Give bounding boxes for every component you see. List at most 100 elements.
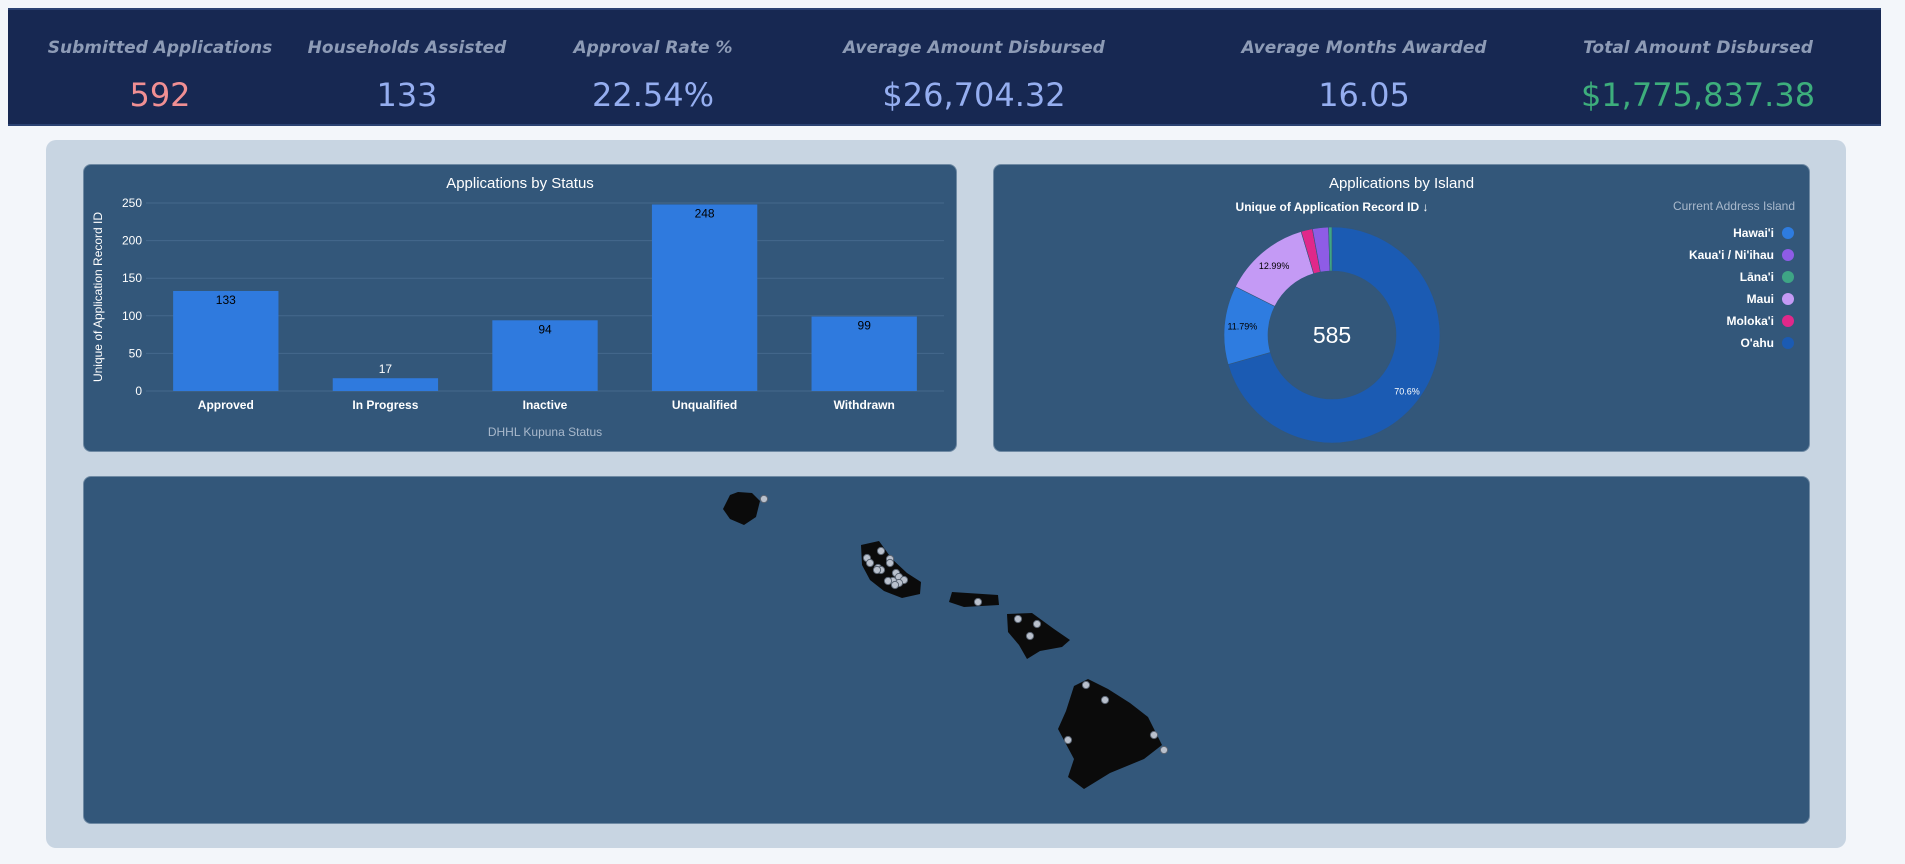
- island-hawaii[interactable]: [1058, 679, 1162, 789]
- status-chart-title: Applications by Status: [446, 175, 594, 192]
- data-label: 133: [216, 293, 236, 307]
- legend-item[interactable]: O'ahu: [1740, 336, 1794, 350]
- data-label: 248: [695, 207, 715, 221]
- x-tick-label: Unqualified: [672, 398, 737, 412]
- map-marker[interactable]: [883, 576, 893, 586]
- legend-swatch: [1782, 227, 1794, 239]
- kpi-label: Households Assisted: [307, 38, 507, 58]
- kpi-0: Submitted Applications 592: [48, 10, 272, 128]
- island-kauai[interactable]: [723, 492, 760, 525]
- kpi-label: Total Amount Disbursed: [1583, 38, 1813, 58]
- legend-label: O'ahu: [1740, 336, 1774, 350]
- y-tick-label: 50: [129, 346, 143, 360]
- legend-swatch: [1782, 249, 1794, 261]
- map-marker[interactable]: [1032, 619, 1042, 629]
- kpi-label: Average Amount Disbursed: [843, 38, 1105, 58]
- island-oahu[interactable]: [861, 541, 921, 598]
- map-marker[interactable]: [759, 494, 769, 504]
- map-marker[interactable]: [1100, 695, 1110, 705]
- y-axis-label: Unique of Application Record ID: [91, 212, 105, 382]
- legend-swatch: [1782, 337, 1794, 349]
- donut-center-total: 585: [1313, 322, 1351, 348]
- map-marker[interactable]: [1013, 614, 1023, 624]
- island-maui[interactable]: [1007, 613, 1070, 659]
- legend-swatch: [1782, 271, 1794, 283]
- map-marker[interactable]: [1063, 735, 1073, 745]
- data-label: 17: [379, 362, 393, 376]
- map-marker[interactable]: [973, 597, 983, 607]
- map-marker[interactable]: [1081, 680, 1091, 690]
- y-tick-label: 0: [135, 384, 142, 398]
- data-label: 94: [538, 322, 552, 336]
- island-molokai[interactable]: [949, 592, 999, 607]
- island-chart-panel[interactable]: Applications by Island Unique of Applica…: [993, 164, 1810, 452]
- legend-swatch: [1782, 293, 1794, 305]
- kpi-value: $1,775,837.38: [1580, 76, 1816, 114]
- donut-subtitle: Unique of Application Record ID ↓: [1236, 200, 1429, 214]
- legend-item[interactable]: Moloka'i: [1726, 314, 1794, 328]
- bar[interactable]: [651, 204, 758, 391]
- kpi-4: Average Months Awarded 16.05: [1241, 10, 1486, 128]
- map-panel[interactable]: [83, 476, 1810, 824]
- legend-label: Lāna'i: [1740, 270, 1774, 284]
- bar[interactable]: [492, 320, 598, 391]
- island-chart-title: Applications by Island: [1328, 175, 1475, 192]
- kpi-value: 16.05: [1318, 76, 1410, 114]
- legend-title: Current Address Island: [1673, 199, 1795, 213]
- legend-label: Hawai'i: [1733, 226, 1774, 240]
- kpi-1: Households Assisted 133: [308, 10, 507, 128]
- kpi-label: Average Months Awarded: [1241, 38, 1487, 58]
- data-label: 99: [858, 319, 872, 333]
- x-tick-label: Inactive: [523, 398, 568, 412]
- legend-label: Kaua'i / Ni'ihau: [1689, 248, 1774, 262]
- y-tick-label: 200: [122, 234, 142, 248]
- map-marker[interactable]: [876, 546, 886, 556]
- kpi-3: Average Amount Disbursed $26,704.32: [843, 10, 1105, 128]
- map-marker[interactable]: [1025, 631, 1035, 641]
- legend-label: Moloka'i: [1726, 314, 1774, 328]
- slice-label: 11.79%: [1227, 322, 1257, 332]
- kpi-value: 133: [376, 76, 438, 114]
- hawaii-map[interactable]: [84, 477, 1811, 825]
- bar[interactable]: [811, 316, 917, 391]
- legend-item[interactable]: Maui: [1747, 292, 1794, 306]
- kpi-value: $26,704.32: [882, 76, 1066, 114]
- kpi-5: Total Amount Disbursed $1,775,837.38: [1581, 10, 1815, 128]
- slice-label: 70.6%: [1394, 387, 1420, 397]
- x-axis-label: DHHL Kupuna Status: [488, 425, 602, 439]
- legend-item[interactable]: Kaua'i / Ni'ihau: [1689, 248, 1794, 262]
- y-tick-label: 150: [122, 271, 142, 285]
- map-marker[interactable]: [890, 580, 900, 590]
- y-tick-label: 100: [122, 309, 142, 323]
- x-tick-label: In Progress: [352, 398, 418, 412]
- application-markers-layer: [759, 494, 1169, 755]
- kpi-bar: Submitted Applications 592 Households Assi…: [8, 8, 1881, 126]
- map-marker[interactable]: [885, 558, 895, 568]
- status-chart-panel[interactable]: Applications by Status 0 50 100 150 200 250 Un…: [83, 164, 957, 452]
- kpi-label: Submitted Applications: [47, 38, 273, 58]
- status-bar-chart[interactable]: 0 50 100 150 200 250 Unique of Application Rec…: [84, 165, 958, 453]
- legend-item[interactable]: Hawai'i: [1733, 226, 1794, 240]
- kpi-label: Approval Rate %: [573, 38, 733, 58]
- kpi-2: Approval Rate % 22.54%: [573, 10, 732, 128]
- bar[interactable]: [173, 290, 279, 391]
- legend-label: Maui: [1747, 292, 1774, 306]
- donut-slice[interactable]: [1227, 226, 1441, 444]
- map-marker[interactable]: [1159, 745, 1169, 755]
- bar[interactable]: [332, 378, 439, 391]
- x-tick-label: Withdrawn: [834, 398, 895, 412]
- legend-swatch: [1782, 315, 1794, 327]
- donut-slice[interactable]: [1328, 226, 1333, 272]
- dashboard-body: Applications by Status 0 50 100 150 200 250 Un…: [46, 140, 1846, 848]
- map-marker[interactable]: [865, 558, 875, 568]
- legend-item[interactable]: Lāna'i: [1740, 270, 1794, 284]
- slice-label: 12.99%: [1259, 261, 1290, 271]
- y-tick-label: 250: [122, 196, 142, 210]
- kpi-value: 22.54%: [591, 76, 714, 114]
- x-tick-label: Approved: [198, 398, 254, 412]
- island-donut-chart[interactable]: Unique of Application Record ID ↓ 70.6% 11…: [994, 165, 1811, 453]
- map-marker[interactable]: [1149, 730, 1159, 740]
- map-marker[interactable]: [872, 565, 882, 575]
- kpi-value: 592: [129, 76, 191, 114]
- islands-layer: [723, 492, 1162, 789]
